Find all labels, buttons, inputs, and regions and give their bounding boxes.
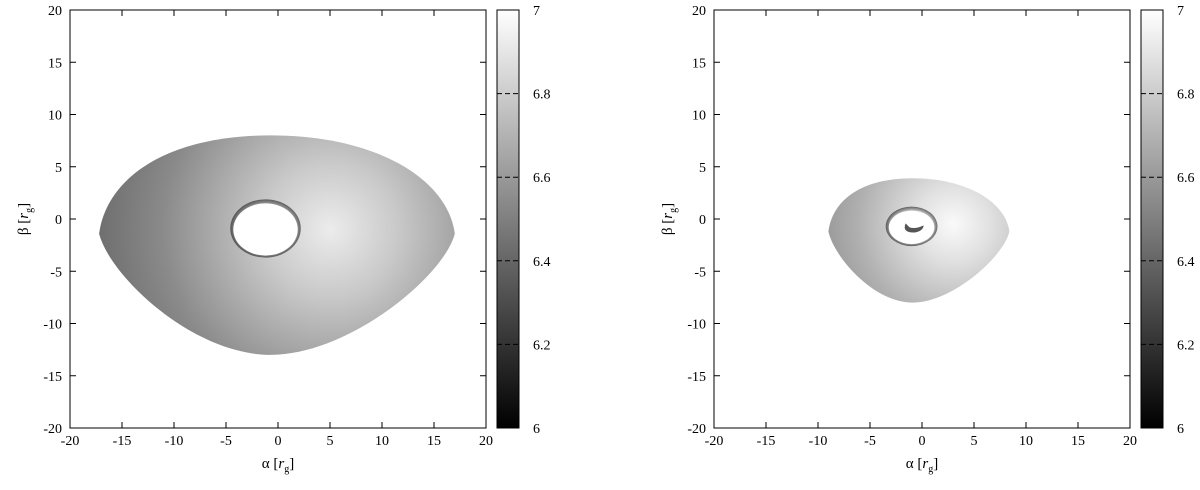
y-tick-label: 5 bbox=[55, 161, 62, 176]
disk-hole bbox=[888, 210, 935, 245]
colorbar-tick-label: 6.6 bbox=[533, 171, 551, 186]
x-tick-label: 5 bbox=[971, 434, 978, 449]
x-tick-label: -5 bbox=[220, 434, 232, 449]
y-tick-label: 0 bbox=[55, 213, 62, 228]
colorbar-tick-label: 6.6 bbox=[1177, 171, 1195, 186]
x-axis-label: α [rg] bbox=[906, 456, 938, 475]
y-tick-label: -5 bbox=[50, 265, 62, 280]
disk-hole bbox=[233, 203, 298, 256]
colorbar-tick-label: 6.8 bbox=[1177, 88, 1195, 103]
x-tick-label: 10 bbox=[375, 434, 389, 449]
x-tick-label: -10 bbox=[809, 434, 828, 449]
y-tick-label: 15 bbox=[48, 56, 62, 71]
x-tick-label: -15 bbox=[113, 434, 132, 449]
colorbar-tick-label: 6.8 bbox=[533, 88, 551, 103]
y-tick-label: -10 bbox=[43, 318, 62, 333]
colorbar bbox=[496, 9, 520, 429]
y-tick-label: -15 bbox=[687, 370, 706, 385]
x-tick-label: 20 bbox=[479, 434, 493, 449]
x-tick-label: 15 bbox=[427, 434, 441, 449]
y-tick-label: -5 bbox=[694, 265, 706, 280]
colorbar-tick-label: 7 bbox=[533, 4, 540, 19]
x-tick-label: -20 bbox=[61, 434, 80, 449]
y-tick-label: -10 bbox=[687, 318, 706, 333]
x-tick-label: 0 bbox=[275, 434, 282, 449]
colorbar-tick-label: 6.2 bbox=[1177, 338, 1195, 353]
y-axis-label: β [rg] bbox=[660, 203, 679, 235]
colorbar-tick-label: 7 bbox=[1177, 4, 1184, 19]
x-tick-label: 20 bbox=[1123, 434, 1137, 449]
colorbar-tick-label: 6.2 bbox=[533, 338, 551, 353]
x-tick-label: -10 bbox=[165, 434, 184, 449]
x-tick-label: -20 bbox=[705, 434, 724, 449]
inner-crescent bbox=[904, 223, 924, 233]
x-tick-label: 0 bbox=[919, 434, 926, 449]
y-tick-label: 10 bbox=[48, 109, 62, 124]
y-tick-label: 10 bbox=[692, 109, 706, 124]
x-axis-label: α [rg] bbox=[262, 456, 294, 475]
colorbar-tick-label: 6.4 bbox=[1177, 255, 1195, 270]
colorbar bbox=[1140, 9, 1164, 429]
x-tick-label: 5 bbox=[327, 434, 334, 449]
y-tick-label: 15 bbox=[692, 56, 706, 71]
x-tick-label: -5 bbox=[864, 434, 876, 449]
colorbar-tick-label: 6 bbox=[1177, 422, 1184, 437]
y-tick-label: -20 bbox=[687, 422, 706, 437]
x-tick-label: -15 bbox=[757, 434, 776, 449]
y-tick-label: 20 bbox=[48, 4, 62, 19]
panel-right: -20 -15 -10 -5 0 5 10 15 20 -20 -15 -10 -5 0 5 10 15 20 α … bbox=[660, 4, 1195, 475]
y-tick-label: -20 bbox=[43, 422, 62, 437]
y-tick-label: -15 bbox=[43, 370, 62, 385]
panel-left: -20 -15 -10 -5 0 5 10 15 20 -20 -15 -10 -5 0 5 10 15 20 α … bbox=[16, 4, 551, 475]
colorbar-tick-label: 6 bbox=[533, 422, 540, 437]
y-tick-label: 0 bbox=[699, 213, 706, 228]
x-tick-label: 10 bbox=[1019, 434, 1033, 449]
x-tick-label: 15 bbox=[1071, 434, 1085, 449]
y-tick-label: 20 bbox=[692, 4, 706, 19]
colorbar-tick-label: 6.4 bbox=[533, 255, 551, 270]
y-axis-label: β [rg] bbox=[16, 203, 35, 235]
y-tick-label: 5 bbox=[699, 161, 706, 176]
